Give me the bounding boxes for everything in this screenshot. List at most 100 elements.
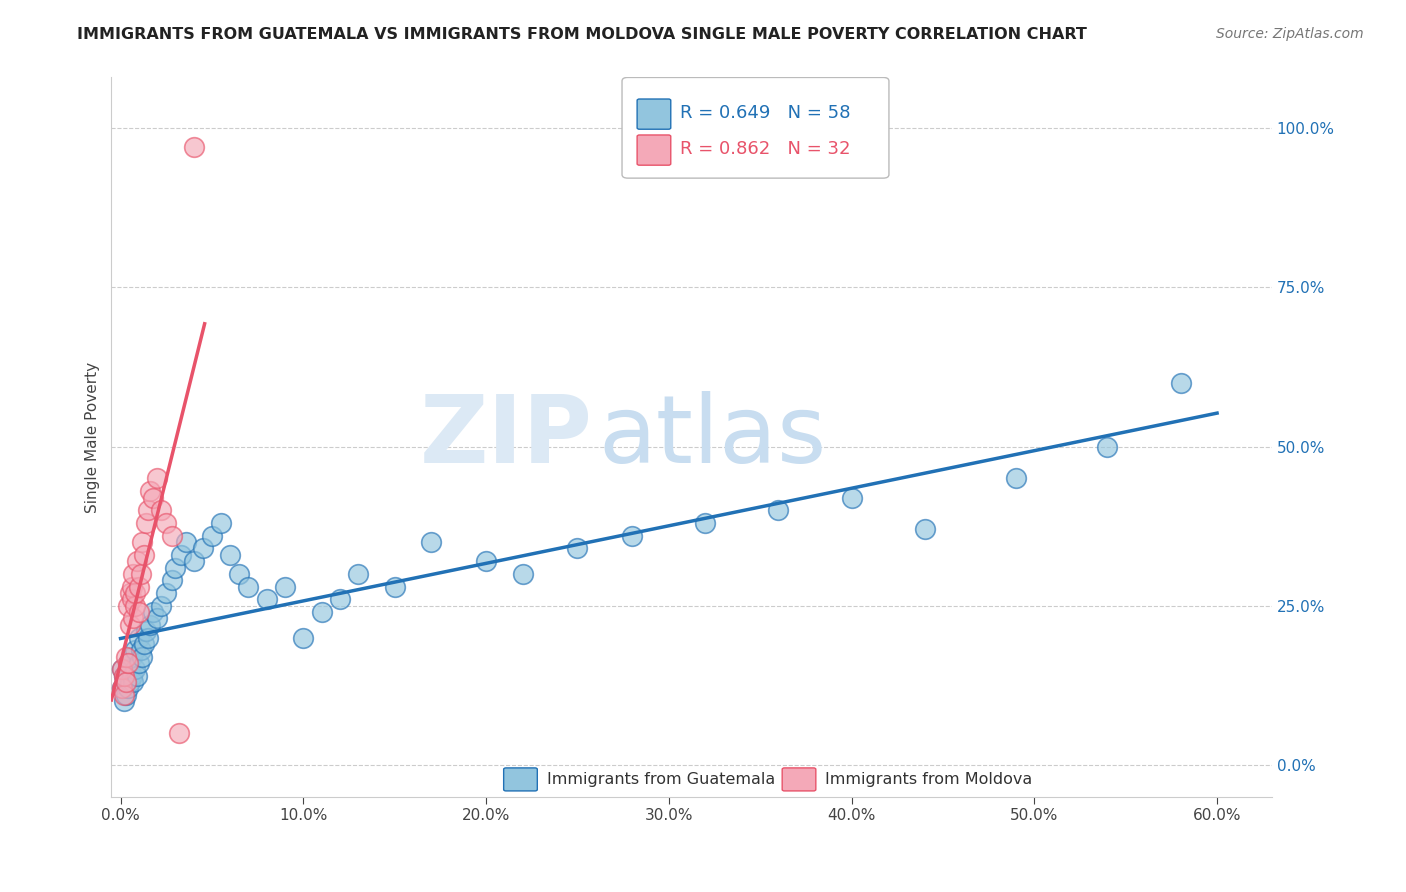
Point bbox=[112, 669, 135, 683]
Point bbox=[176, 535, 198, 549]
Point bbox=[111, 681, 134, 696]
Point bbox=[134, 548, 156, 562]
Point bbox=[131, 649, 153, 664]
Point bbox=[201, 529, 224, 543]
Point bbox=[160, 529, 183, 543]
Text: Source: ZipAtlas.com: Source: ZipAtlas.com bbox=[1216, 27, 1364, 41]
Text: Immigrants from Guatemala: Immigrants from Guatemala bbox=[547, 772, 775, 787]
Point bbox=[475, 554, 498, 568]
Point bbox=[142, 605, 165, 619]
Point bbox=[170, 548, 193, 562]
Point bbox=[165, 560, 187, 574]
Point bbox=[567, 541, 589, 556]
Point bbox=[142, 491, 165, 505]
Point bbox=[121, 669, 143, 683]
Point bbox=[167, 726, 190, 740]
Point bbox=[129, 643, 152, 657]
Point bbox=[183, 554, 205, 568]
Point bbox=[695, 516, 717, 530]
Point bbox=[121, 592, 143, 607]
Point bbox=[219, 548, 242, 562]
Point bbox=[228, 566, 250, 581]
Text: ZIP: ZIP bbox=[420, 391, 593, 483]
Point bbox=[136, 503, 159, 517]
Point bbox=[121, 580, 143, 594]
FancyBboxPatch shape bbox=[637, 99, 671, 129]
Point bbox=[111, 681, 134, 696]
Point bbox=[122, 611, 145, 625]
Text: R = 0.862   N = 32: R = 0.862 N = 32 bbox=[681, 140, 851, 159]
Point bbox=[420, 535, 443, 549]
Point bbox=[118, 675, 141, 690]
Point bbox=[155, 586, 177, 600]
Point bbox=[129, 566, 152, 581]
Point bbox=[136, 631, 159, 645]
Point bbox=[115, 675, 138, 690]
Point bbox=[111, 662, 134, 676]
Point bbox=[115, 688, 138, 702]
Point bbox=[118, 617, 141, 632]
Point bbox=[191, 541, 214, 556]
Text: atlas: atlas bbox=[599, 391, 827, 483]
Text: IMMIGRANTS FROM GUATEMALA VS IMMIGRANTS FROM MOLDOVA SINGLE MALE POVERTY CORRELA: IMMIGRANTS FROM GUATEMALA VS IMMIGRANTS … bbox=[77, 27, 1087, 42]
Point bbox=[117, 656, 139, 670]
FancyBboxPatch shape bbox=[503, 768, 537, 791]
Point bbox=[292, 631, 315, 645]
Point bbox=[274, 580, 297, 594]
Point bbox=[841, 491, 863, 505]
Point bbox=[914, 522, 936, 536]
Y-axis label: Single Male Poverty: Single Male Poverty bbox=[86, 361, 100, 513]
Point bbox=[128, 656, 150, 670]
Point bbox=[311, 605, 333, 619]
Point bbox=[131, 535, 153, 549]
Point bbox=[128, 580, 150, 594]
Point bbox=[118, 662, 141, 676]
Point bbox=[135, 624, 157, 639]
Point bbox=[122, 566, 145, 581]
Point bbox=[112, 688, 135, 702]
Point bbox=[347, 566, 370, 581]
Point bbox=[384, 580, 406, 594]
Point bbox=[160, 574, 183, 588]
Point bbox=[149, 503, 172, 517]
Point bbox=[124, 662, 146, 676]
Point bbox=[149, 599, 172, 613]
Point bbox=[146, 611, 169, 625]
Point bbox=[111, 662, 134, 676]
Point bbox=[238, 580, 260, 594]
Point bbox=[768, 503, 790, 517]
Point bbox=[256, 592, 278, 607]
Point bbox=[117, 599, 139, 613]
Point bbox=[146, 471, 169, 485]
Point bbox=[128, 605, 150, 619]
Point bbox=[121, 649, 143, 664]
Point bbox=[135, 516, 157, 530]
Point bbox=[124, 599, 146, 613]
Point bbox=[115, 675, 138, 690]
Point bbox=[117, 681, 139, 696]
Point bbox=[1170, 376, 1192, 390]
Point bbox=[209, 516, 232, 530]
Point bbox=[329, 592, 352, 607]
Point bbox=[125, 669, 148, 683]
Point bbox=[139, 484, 162, 499]
Point bbox=[1097, 440, 1119, 454]
FancyBboxPatch shape bbox=[782, 768, 815, 791]
Point bbox=[183, 140, 205, 154]
Point bbox=[125, 554, 148, 568]
Point bbox=[124, 586, 146, 600]
Point bbox=[112, 694, 135, 708]
FancyBboxPatch shape bbox=[621, 78, 889, 178]
Point bbox=[124, 643, 146, 657]
Point bbox=[115, 649, 138, 664]
Text: Immigrants from Moldova: Immigrants from Moldova bbox=[825, 772, 1032, 787]
Point bbox=[128, 631, 150, 645]
Point bbox=[621, 529, 644, 543]
Point bbox=[122, 675, 145, 690]
Point bbox=[155, 516, 177, 530]
Point bbox=[117, 656, 139, 670]
Point bbox=[139, 617, 162, 632]
Point bbox=[118, 586, 141, 600]
Point bbox=[512, 566, 534, 581]
Point bbox=[1005, 471, 1028, 485]
